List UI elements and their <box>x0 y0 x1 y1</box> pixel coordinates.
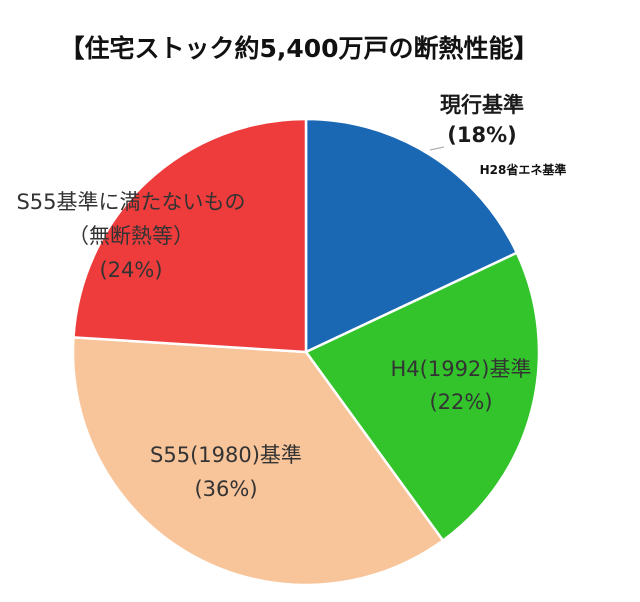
pie-slice-genkou <box>304 117 519 354</box>
pie-slice-h4 <box>304 251 541 543</box>
slice-note-h28: H28省エネ基準 <box>480 162 567 177</box>
pie-slice-s55-1980 <box>71 336 445 587</box>
slice-value-s55-1980: (36%) <box>194 477 257 501</box>
chart-title: 【住宅ストック約5,400万戸の断熱性能】 <box>59 34 538 63</box>
slice-label-genkou: 現行基準 <box>440 93 524 117</box>
slice-label2-s55-below: （無断熱等） <box>68 224 194 248</box>
pie-slices <box>71 117 541 587</box>
slice-label-s55-1980: S55(1980)基準 <box>150 443 302 467</box>
slice-label-s55-below: S55基準に満たないもの <box>16 190 245 214</box>
note-leader-line <box>429 146 445 151</box>
slice-value-genkou: (18%) <box>447 123 516 147</box>
pie-slice-s55-below <box>72 117 308 354</box>
slice-label-h4: H4(1992)基準 <box>391 357 532 381</box>
slice-value-s55-below: (24%) <box>99 258 162 282</box>
slice-value-h4: (22%) <box>429 390 492 414</box>
